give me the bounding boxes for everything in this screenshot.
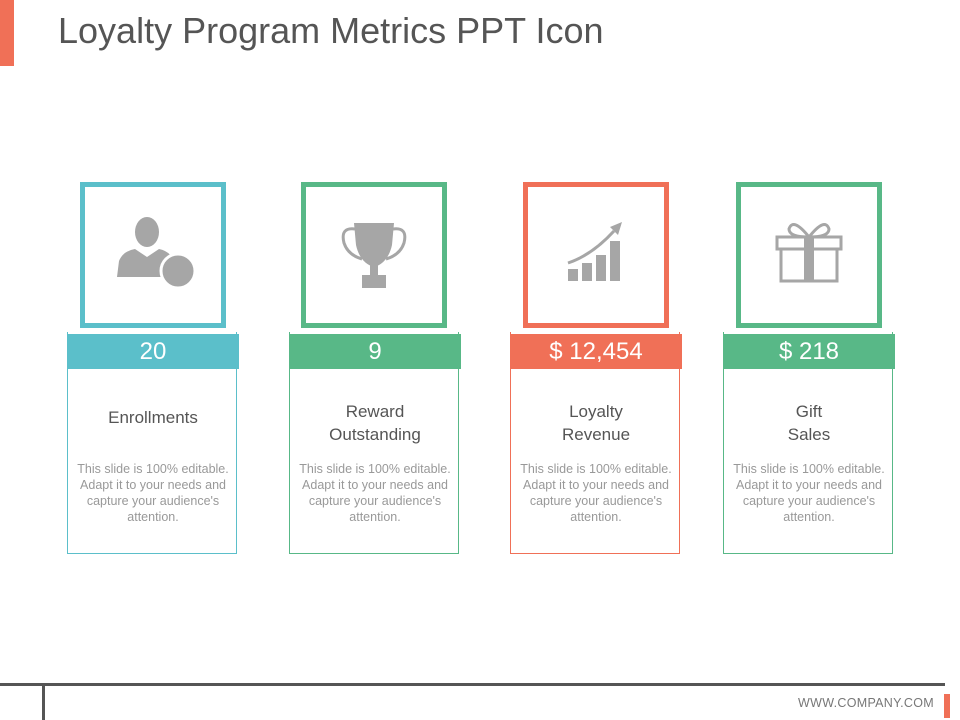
icon-frame (301, 182, 447, 328)
icon-frame (523, 182, 669, 328)
metric-label-line1: Enrollments (108, 408, 198, 427)
metric-description: This slide is 100% editable. Adapt it to… (520, 462, 672, 524)
metric-label-line2: Revenue (561, 425, 631, 444)
metric-label-line1: Loyalty (569, 402, 623, 421)
footer-url: WWW.COMPANY.COM (798, 696, 934, 710)
metric-label: Loyalty Revenue (510, 400, 682, 446)
metric-description: This slide is 100% editable. Adapt it to… (299, 462, 451, 524)
page-title: Loyalty Program Metrics PPT Icon (58, 10, 604, 51)
title-accent-bar (0, 0, 14, 66)
footer-divider (0, 683, 945, 686)
metric-label: Gift Sales (723, 400, 895, 446)
metric-label: Enrollments (67, 406, 239, 429)
info-box (289, 332, 459, 554)
metric-value: 9 (289, 334, 461, 369)
metric-description: This slide is 100% editable. Adapt it to… (77, 462, 229, 524)
info-box (67, 332, 237, 554)
icon-frame (80, 182, 226, 328)
metric-value: $ 12,454 (510, 334, 682, 369)
metric-value: 20 (67, 334, 239, 369)
metric-label: Reward Outstanding (289, 400, 461, 446)
user-coin-icon (117, 217, 197, 290)
metric-label-line1: Reward (345, 402, 405, 421)
trophy-icon (341, 223, 407, 288)
footer-tick (42, 686, 45, 720)
metric-description: This slide is 100% editable. Adapt it to… (733, 462, 885, 524)
metric-value: $ 218 (723, 334, 895, 369)
gift-icon (775, 223, 843, 283)
metric-label-line1: Gift (795, 402, 823, 421)
info-box (723, 332, 893, 554)
icon-frame (736, 182, 882, 328)
metric-label-line2: Sales (787, 425, 831, 444)
info-box (510, 332, 680, 554)
footer-accent-bar (944, 694, 950, 718)
growth-chart-icon (567, 222, 622, 281)
metric-label-line2: Outstanding (329, 425, 421, 444)
